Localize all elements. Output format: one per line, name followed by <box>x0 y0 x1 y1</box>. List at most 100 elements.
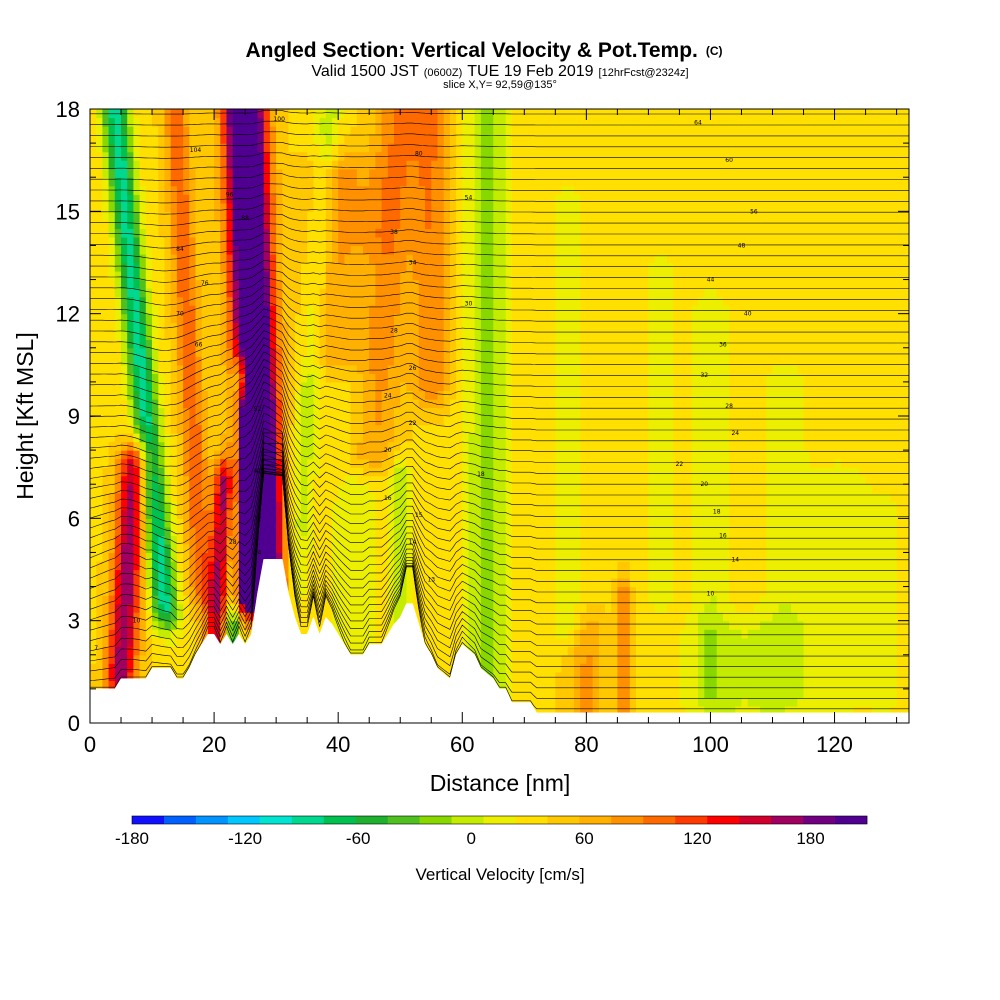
velocity-cell <box>834 109 842 460</box>
velocity-cell <box>691 305 699 723</box>
velocity-cell <box>232 458 240 502</box>
colorbar-label: Vertical Velocity [cm/s] <box>415 865 584 884</box>
velocity-cell <box>220 612 228 622</box>
velocity-cell <box>704 603 712 630</box>
velocity-cell <box>139 654 147 698</box>
velocity-cell <box>412 160 420 281</box>
velocity-cell <box>722 620 730 716</box>
isentrope-line <box>90 193 909 204</box>
contour-label: 42 <box>254 468 262 475</box>
velocity-cell <box>710 288 718 596</box>
velocity-cell <box>108 185 116 212</box>
velocity-cell <box>722 109 730 306</box>
velocity-cell <box>152 347 159 374</box>
velocity-cell <box>567 629 575 647</box>
velocity-cell <box>381 390 389 460</box>
contour-label: 104 <box>190 147 202 154</box>
velocity-cell <box>189 305 197 528</box>
isentrope-line <box>90 396 909 477</box>
velocity-cell <box>232 595 240 605</box>
velocity-cell <box>139 279 147 298</box>
velocity-cell <box>536 109 544 723</box>
colorbar-swatch <box>675 816 708 824</box>
velocity-cell <box>121 364 128 400</box>
colorbar-swatch <box>771 816 804 824</box>
velocity-cell <box>245 620 252 630</box>
isentrope-line <box>90 308 909 351</box>
velocity-cell <box>176 433 184 519</box>
velocity-cell <box>735 612 743 630</box>
velocity-cell <box>127 458 134 485</box>
velocity-cell <box>158 612 166 622</box>
velocity-cell <box>158 509 166 536</box>
velocity-cell <box>747 612 755 630</box>
velocity-cell <box>797 109 805 374</box>
velocity-cell <box>425 424 432 723</box>
velocity-cell <box>654 109 662 255</box>
velocity-cell <box>580 612 587 630</box>
y-tick-label: 15 <box>56 199 80 224</box>
velocity-cell <box>704 109 712 289</box>
x-tick-label: 0 <box>84 732 96 757</box>
velocity-cell <box>369 305 376 374</box>
velocity-cell <box>121 160 128 238</box>
contour-label: 26 <box>409 365 417 372</box>
colorbar-swatch <box>835 816 868 824</box>
velocity-cell <box>623 561 631 579</box>
isentrope-line <box>90 381 909 457</box>
velocity-cell <box>127 151 134 178</box>
velocity-cell <box>139 458 147 511</box>
velocity-cell <box>220 561 228 596</box>
velocity-cell <box>133 407 141 426</box>
isentrope-line <box>90 323 909 374</box>
velocity-cell <box>431 109 439 161</box>
velocity-cell <box>741 637 749 698</box>
velocity-cell <box>108 117 116 144</box>
colorbar-swatch <box>707 816 740 824</box>
isentrope-line <box>90 242 909 260</box>
velocity-cell <box>617 578 625 588</box>
velocity-cell <box>375 475 383 723</box>
velocity-cell <box>338 160 345 170</box>
velocity-cell <box>574 629 581 647</box>
velocity-cell <box>747 629 755 707</box>
contour-labels: 104 96 88 84 76 70 66 100 80 54 38 34 30 28 26 24 22 20 18… <box>94 116 758 652</box>
velocity-cell <box>350 475 358 681</box>
velocity-cell <box>307 305 314 374</box>
velocity-cell <box>158 373 166 409</box>
velocity-cell <box>102 177 110 221</box>
velocity-cell <box>238 390 246 400</box>
velocity-cell <box>542 109 550 723</box>
velocity-cell <box>263 305 271 605</box>
velocity-cell <box>158 603 166 613</box>
velocity-cell <box>133 262 141 289</box>
velocity-cell <box>356 185 364 247</box>
velocity-cell <box>282 109 290 323</box>
velocity-cell <box>121 330 128 366</box>
velocity-cell <box>133 288 141 366</box>
axis-ticks <box>89 108 909 724</box>
colorbar-swatch <box>355 816 388 824</box>
velocity-cell <box>183 475 190 545</box>
velocity-cell <box>698 296 705 613</box>
velocity-cell <box>121 398 128 434</box>
isentrope-line <box>90 435 909 528</box>
velocity-cell <box>363 109 370 153</box>
velocity-cell <box>418 109 426 187</box>
velocity-cell <box>170 501 178 536</box>
isentrope-line <box>90 468 909 657</box>
velocity-cell <box>139 228 147 255</box>
velocity-cell <box>269 398 277 443</box>
velocity-cell <box>387 143 395 255</box>
velocity-cell <box>344 134 352 153</box>
velocity-cell <box>418 407 426 426</box>
velocity-cell <box>108 492 116 554</box>
velocity-cell <box>344 254 352 366</box>
velocity-cell <box>251 109 259 613</box>
velocity-cell <box>729 603 736 630</box>
velocity-cell <box>716 612 724 715</box>
contour-label: 28 <box>229 539 237 546</box>
velocity-cell <box>108 441 116 494</box>
velocity-cell <box>133 390 141 409</box>
